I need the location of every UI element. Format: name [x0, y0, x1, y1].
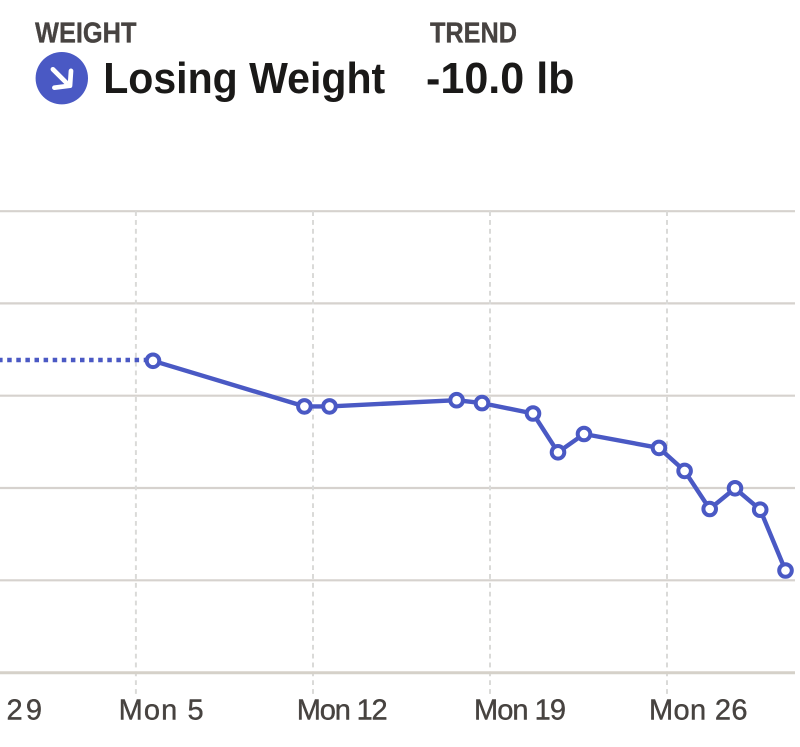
svg-text:WEIGHT: WEIGHT [35, 18, 137, 50]
svg-text:Losing Weight: Losing Weight [103, 54, 385, 103]
svg-text:Mon 19: Mon 19 [474, 695, 566, 727]
svg-text:29: 29 [7, 695, 43, 727]
svg-text:Mon 5: Mon 5 [119, 695, 204, 727]
svg-text:Mon 12: Mon 12 [297, 695, 388, 727]
svg-text:-10.0 lb: -10.0 lb [426, 54, 575, 103]
svg-text:Mon 26: Mon 26 [649, 695, 748, 727]
svg-text:TREND: TREND [430, 18, 517, 50]
